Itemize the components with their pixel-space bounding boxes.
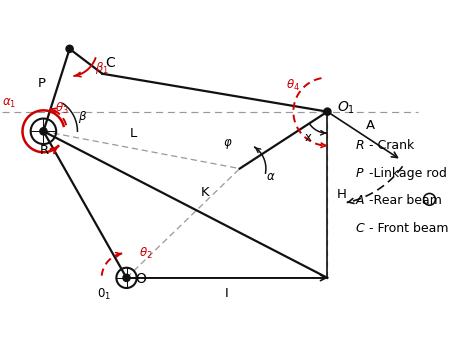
Text: $\theta_4$: $\theta_4$ — [286, 78, 301, 93]
Text: -Linkage rod: -Linkage rod — [369, 167, 447, 180]
Text: $\alpha_1$: $\alpha_1$ — [2, 96, 17, 110]
Text: O: O — [136, 272, 146, 286]
Text: R: R — [356, 139, 364, 152]
Text: C: C — [105, 56, 115, 70]
Circle shape — [66, 45, 73, 52]
Text: $O_1$: $O_1$ — [337, 100, 355, 116]
Text: I: I — [225, 287, 229, 300]
Text: $0_1$: $0_1$ — [97, 287, 111, 303]
Text: L: L — [130, 127, 137, 140]
Text: $\alpha$: $\alpha$ — [266, 170, 275, 183]
Text: C: C — [356, 222, 365, 235]
Text: A: A — [366, 119, 375, 132]
Text: R: R — [40, 144, 49, 158]
Text: $\theta_2$: $\theta_2$ — [139, 245, 153, 261]
Circle shape — [40, 128, 47, 135]
Text: $\beta$: $\beta$ — [78, 109, 87, 125]
Text: -Rear beam: -Rear beam — [369, 194, 441, 207]
Text: $\beta_1$: $\beta_1$ — [95, 60, 109, 76]
Text: - Crank: - Crank — [369, 139, 414, 152]
Circle shape — [324, 108, 331, 115]
Text: H: H — [337, 188, 346, 201]
Text: $\theta_3$: $\theta_3$ — [55, 101, 69, 116]
Text: P: P — [38, 77, 46, 90]
Text: - Front beam: - Front beam — [369, 222, 448, 235]
Text: x: x — [304, 132, 311, 144]
Text: P: P — [356, 167, 363, 180]
Text: $\varphi$: $\varphi$ — [223, 137, 233, 151]
Text: K: K — [201, 186, 210, 199]
Circle shape — [123, 274, 130, 281]
Text: A: A — [356, 194, 364, 207]
